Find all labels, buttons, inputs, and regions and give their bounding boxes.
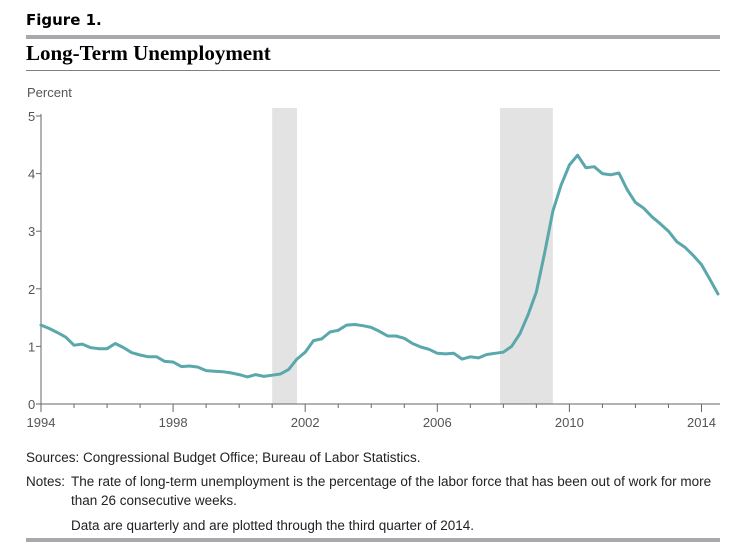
y-tick-label: 4 bbox=[28, 167, 35, 182]
x-tick-label: 2010 bbox=[555, 415, 584, 430]
chart-title: Long-Term Unemployment bbox=[26, 41, 271, 65]
notes-text-2: Data are quarterly and are plotted throu… bbox=[71, 518, 475, 533]
y-tick-label: 1 bbox=[28, 339, 35, 354]
x-tick-label: 2006 bbox=[423, 415, 452, 430]
bottom-rule bbox=[26, 538, 720, 542]
y-tick-label: 0 bbox=[28, 397, 35, 412]
notes-text: The rate of long-term unemployment is th… bbox=[71, 474, 712, 508]
notes-label: Notes: bbox=[26, 474, 66, 489]
y-tick-label: 3 bbox=[28, 224, 35, 239]
y-tick-label: 2 bbox=[28, 282, 35, 297]
x-tick-label: 2002 bbox=[291, 415, 320, 430]
sources-text: Sources: Congressional Budget Office; Bu… bbox=[26, 450, 421, 465]
title-rule bbox=[26, 70, 720, 71]
top-rule bbox=[26, 35, 720, 39]
figure-label: Figure 1. bbox=[26, 11, 102, 29]
line-chart: 0 1 2 3 4 5 1994 1998 2002 2006 2010 2014 Percent bbox=[27, 85, 720, 430]
x-tick-label: 1994 bbox=[27, 415, 56, 430]
y-axis-label: Percent bbox=[27, 85, 72, 100]
y-tick-label: 5 bbox=[28, 109, 35, 124]
x-tick-label: 2014 bbox=[687, 415, 716, 430]
x-tick-label: 1998 bbox=[159, 415, 188, 430]
recession-band bbox=[272, 108, 297, 404]
series-line bbox=[39, 153, 720, 379]
